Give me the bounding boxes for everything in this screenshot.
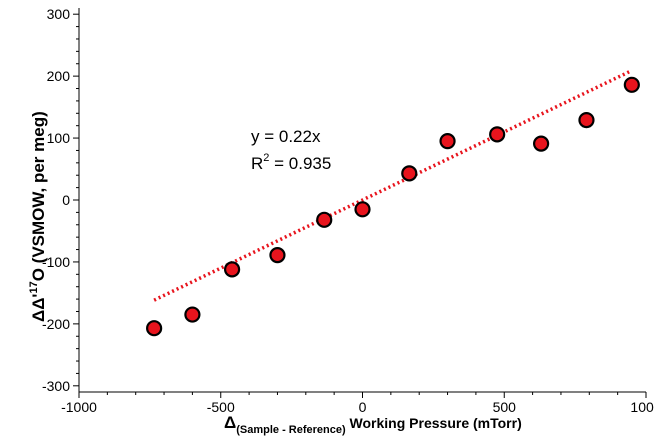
data-point (489, 126, 506, 143)
data-point (184, 306, 201, 323)
y-tick-label: -200 (42, 316, 70, 332)
y-axis-title: ΔΔ'17O (VSMOW, per meg) (28, 111, 48, 322)
annotation-r2: R2 = 0.935 (251, 152, 331, 173)
x-tick-label: -500 (207, 399, 235, 415)
data-point (269, 247, 286, 264)
fit-line (153, 68, 633, 302)
data-point (223, 261, 241, 278)
data-point (439, 133, 456, 150)
data-point (533, 135, 550, 152)
y-tick-label: 200 (47, 68, 71, 84)
data-point (316, 211, 333, 228)
data-point (354, 201, 371, 218)
y-tick-label: 100 (47, 130, 71, 146)
x-tick-label: 500 (493, 399, 517, 415)
data-point (401, 165, 418, 182)
x-tick-label: 0 (359, 399, 367, 415)
points-group (146, 76, 640, 337)
fit-line-group (153, 68, 633, 302)
y-tick-label: -100 (42, 254, 70, 270)
y-tick-label: 300 (47, 6, 71, 22)
y-tick-label: 0 (62, 192, 70, 208)
x-tick-label: -1000 (61, 399, 97, 415)
data-point (623, 76, 640, 93)
x-tick-label: 1000 (630, 399, 654, 415)
x-axis-title: Δ(Sample - Reference) Working Pressure (… (224, 413, 522, 436)
annotation-equation: y = 0.22x (251, 127, 321, 146)
y-tick-label: -300 (42, 378, 70, 394)
data-point (146, 320, 163, 337)
data-point (578, 112, 595, 129)
